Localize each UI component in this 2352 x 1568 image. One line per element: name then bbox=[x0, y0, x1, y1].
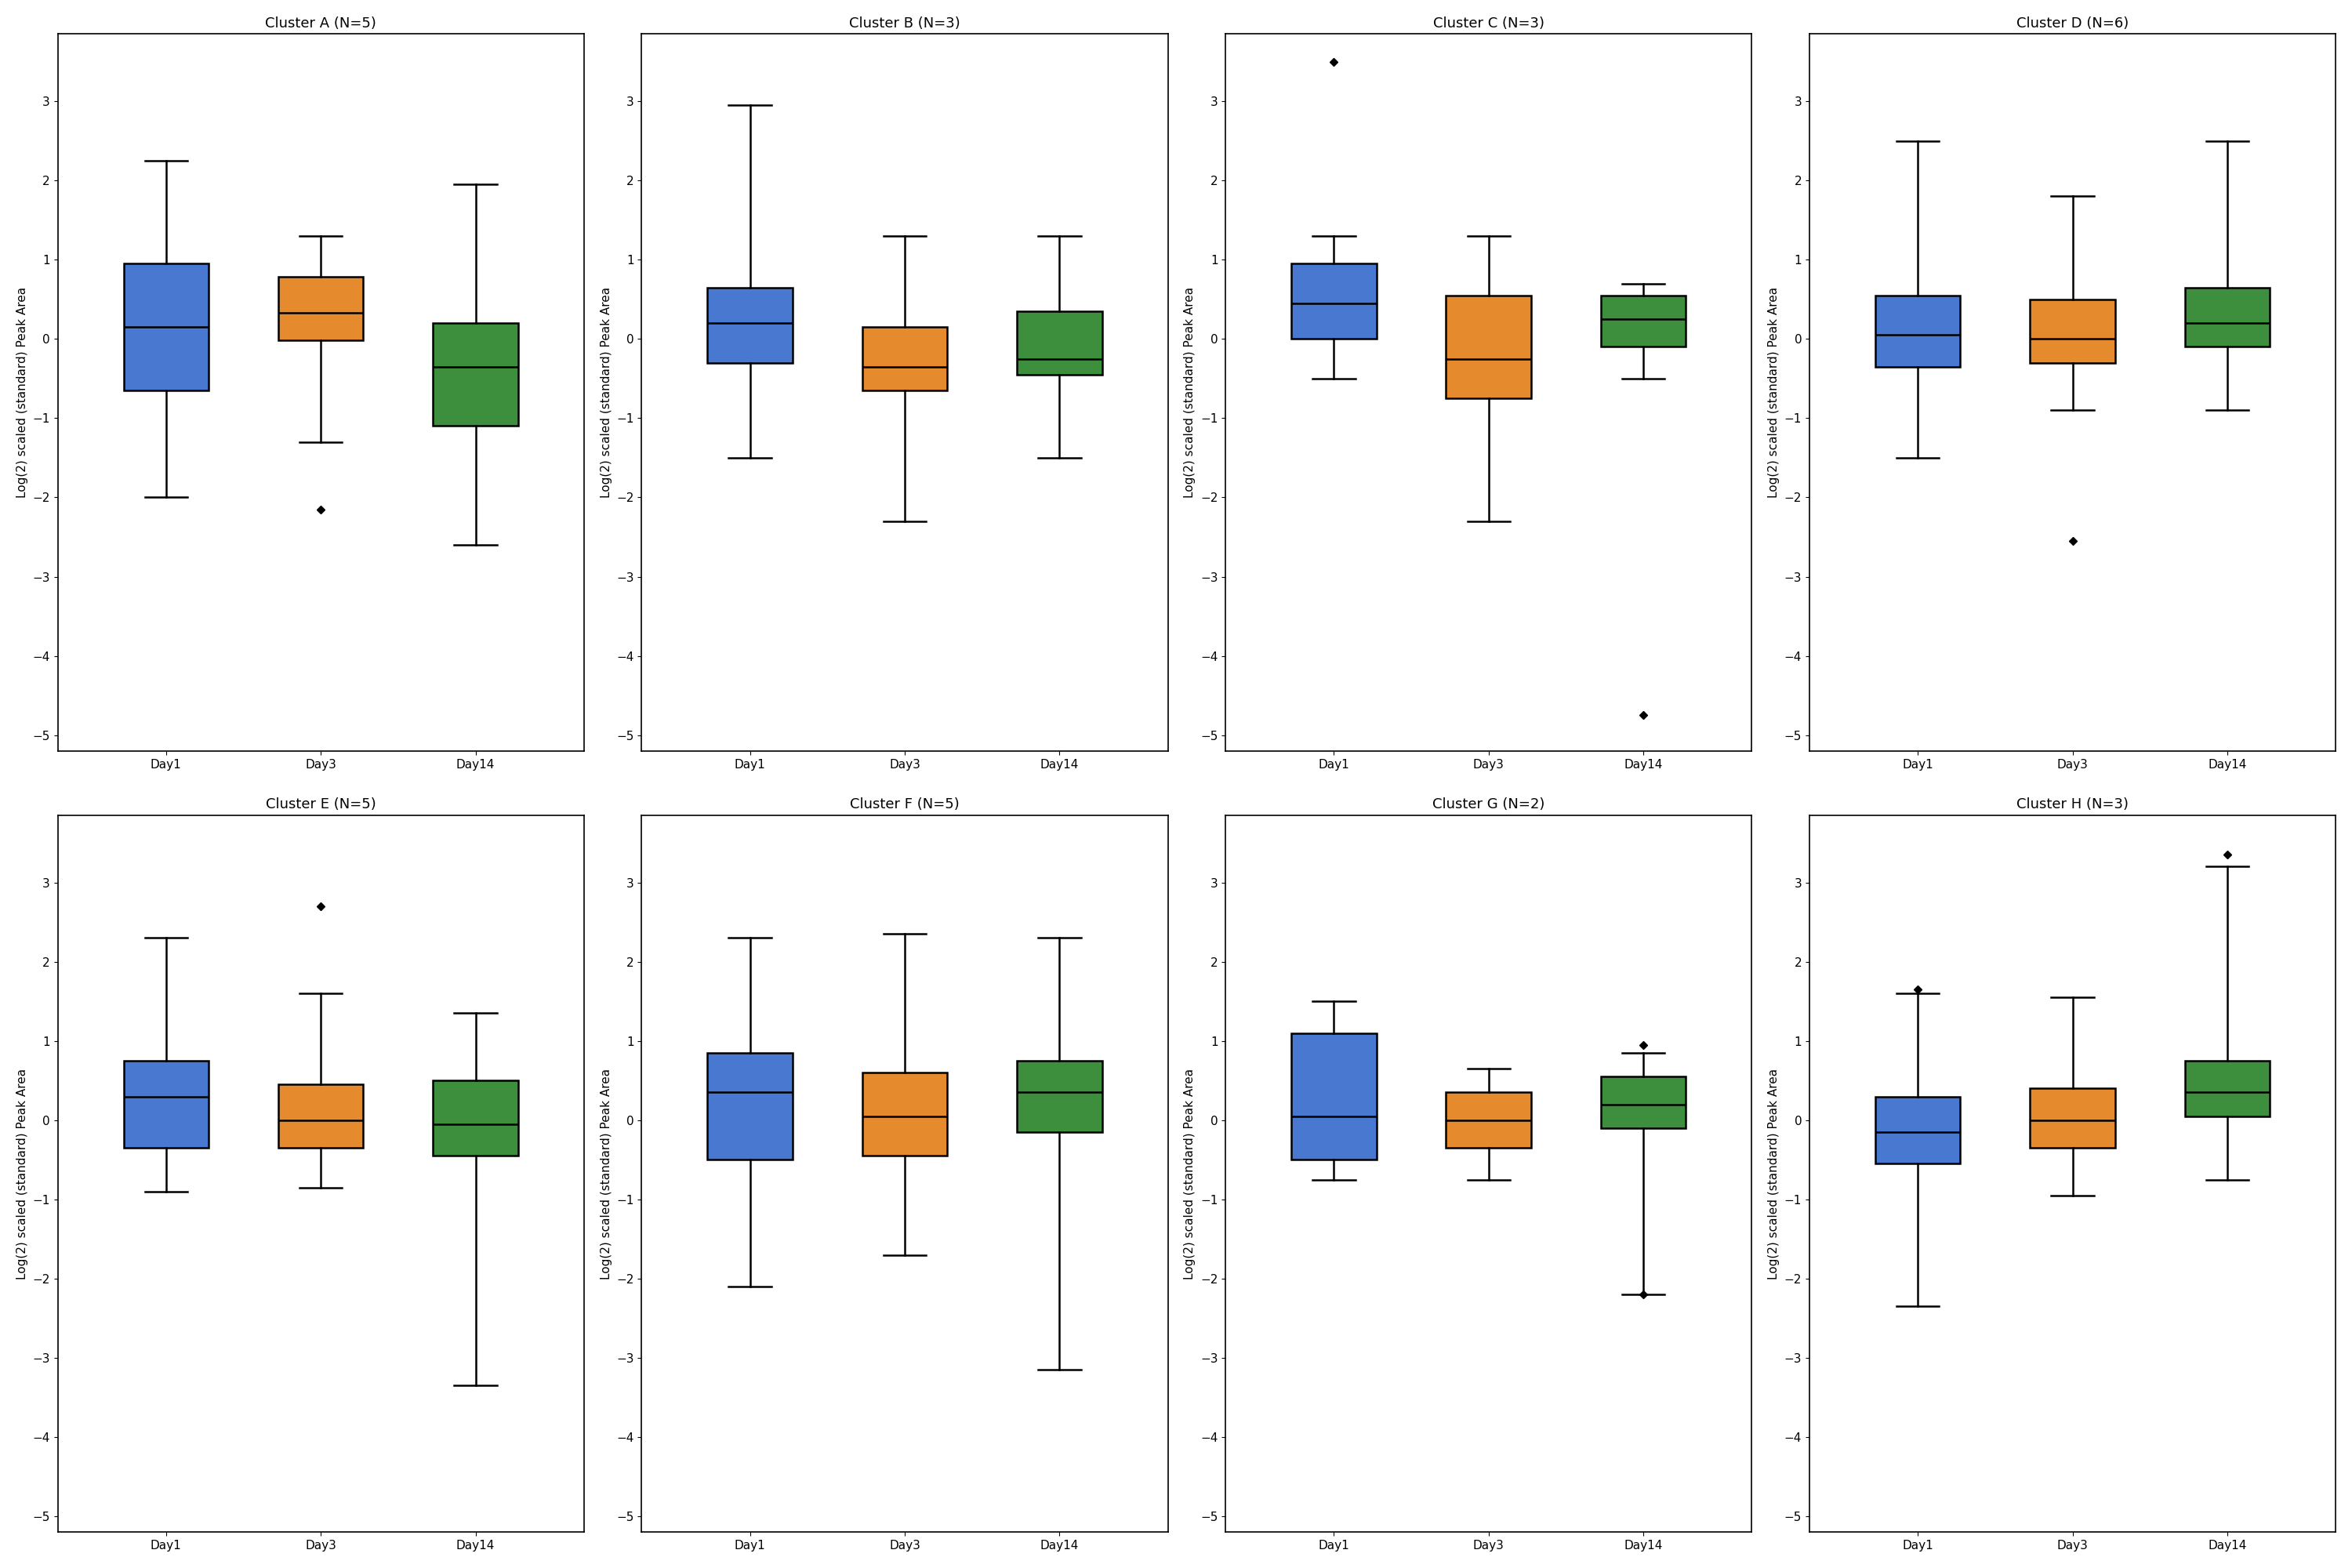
PathPatch shape bbox=[278, 278, 362, 340]
Y-axis label: Log(2) scaled (standard) Peak Area: Log(2) scaled (standard) Peak Area bbox=[600, 287, 612, 499]
Y-axis label: Log(2) scaled (standard) Peak Area: Log(2) scaled (standard) Peak Area bbox=[16, 287, 28, 499]
Title: Cluster F (N=5): Cluster F (N=5) bbox=[849, 798, 960, 812]
PathPatch shape bbox=[1446, 1093, 1531, 1148]
Title: Cluster A (N=5): Cluster A (N=5) bbox=[266, 16, 376, 30]
Title: Cluster G (N=2): Cluster G (N=2) bbox=[1432, 798, 1545, 812]
Y-axis label: Log(2) scaled (standard) Peak Area: Log(2) scaled (standard) Peak Area bbox=[1183, 1068, 1195, 1279]
Title: Cluster E (N=5): Cluster E (N=5) bbox=[266, 798, 376, 812]
PathPatch shape bbox=[1016, 310, 1103, 375]
PathPatch shape bbox=[1602, 295, 1686, 347]
PathPatch shape bbox=[278, 1085, 362, 1148]
PathPatch shape bbox=[433, 1080, 517, 1156]
PathPatch shape bbox=[1875, 1096, 1959, 1163]
PathPatch shape bbox=[2185, 1062, 2270, 1116]
Title: Cluster B (N=3): Cluster B (N=3) bbox=[849, 16, 960, 30]
PathPatch shape bbox=[125, 263, 209, 390]
Y-axis label: Log(2) scaled (standard) Peak Area: Log(2) scaled (standard) Peak Area bbox=[1769, 287, 1780, 499]
PathPatch shape bbox=[1291, 263, 1376, 339]
PathPatch shape bbox=[1016, 1062, 1103, 1132]
PathPatch shape bbox=[2185, 287, 2270, 347]
PathPatch shape bbox=[1446, 295, 1531, 398]
Title: Cluster H (N=3): Cluster H (N=3) bbox=[2016, 798, 2129, 812]
Y-axis label: Log(2) scaled (standard) Peak Area: Log(2) scaled (standard) Peak Area bbox=[600, 1068, 612, 1279]
PathPatch shape bbox=[863, 328, 948, 390]
Y-axis label: Log(2) scaled (standard) Peak Area: Log(2) scaled (standard) Peak Area bbox=[16, 1068, 28, 1279]
PathPatch shape bbox=[433, 323, 517, 426]
PathPatch shape bbox=[1875, 295, 1959, 367]
PathPatch shape bbox=[1291, 1033, 1376, 1160]
PathPatch shape bbox=[2030, 299, 2114, 362]
Title: Cluster C (N=3): Cluster C (N=3) bbox=[1432, 16, 1545, 30]
Title: Cluster D (N=6): Cluster D (N=6) bbox=[2016, 16, 2129, 30]
PathPatch shape bbox=[708, 287, 793, 362]
PathPatch shape bbox=[708, 1052, 793, 1160]
Y-axis label: Log(2) scaled (standard) Peak Area: Log(2) scaled (standard) Peak Area bbox=[1769, 1068, 1780, 1279]
PathPatch shape bbox=[125, 1062, 209, 1148]
PathPatch shape bbox=[2030, 1088, 2114, 1148]
PathPatch shape bbox=[1602, 1077, 1686, 1127]
Y-axis label: Log(2) scaled (standard) Peak Area: Log(2) scaled (standard) Peak Area bbox=[1183, 287, 1195, 499]
PathPatch shape bbox=[863, 1073, 948, 1156]
